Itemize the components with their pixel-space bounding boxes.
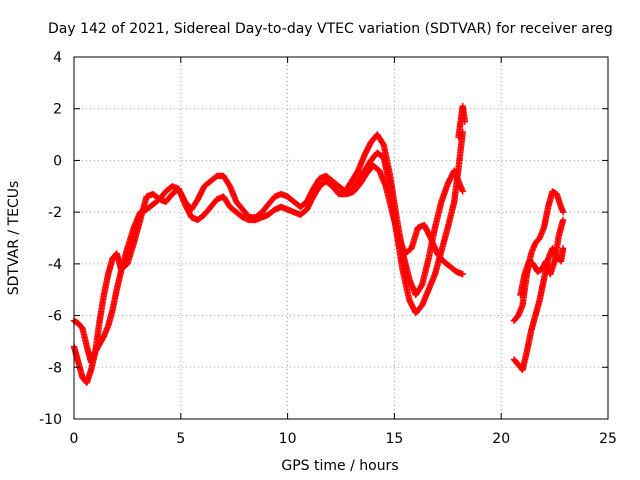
x-tick-label: 20 — [492, 431, 510, 447]
y-tick-label: 0 — [53, 153, 62, 169]
y-tick-label: 4 — [53, 50, 62, 66]
plot-frame — [73, 56, 609, 420]
x-tick-label: 25 — [599, 431, 617, 447]
x-tick-label: 5 — [176, 431, 185, 447]
x-tick-label: 10 — [279, 431, 297, 447]
chart-title: Day 142 of 2021, Sidereal Day-to-day VTE… — [48, 21, 613, 37]
data-point-marker — [459, 188, 466, 195]
series-3 — [344, 162, 466, 278]
x-tick-label: 15 — [385, 431, 403, 447]
y-tick-label: -6 — [48, 309, 62, 325]
y-tick-label: -8 — [48, 360, 62, 376]
x-axis-label: GPS time / hours — [281, 458, 398, 474]
axis-ticks — [73, 56, 609, 420]
x-tick-labels: 0 5 10 15 20 25 — [70, 431, 617, 447]
data-point-marker — [559, 245, 567, 252]
y-tick-label: -4 — [48, 257, 62, 273]
y-tick-label: -2 — [48, 205, 62, 221]
y-tick-label: 2 — [53, 102, 62, 118]
data-marks — [70, 102, 567, 386]
series-4 — [455, 102, 469, 141]
data-point-marker — [459, 271, 466, 278]
data-point-marker — [559, 208, 567, 216]
grid-lines — [74, 57, 608, 419]
data-point-marker — [379, 140, 387, 147]
data-point-marker — [559, 216, 567, 224]
series-7 — [517, 216, 567, 299]
x-tick-label: 0 — [70, 431, 79, 447]
data-point-marker — [461, 118, 469, 125]
y-tick-labels: -10 -8 -6 -4 -2 0 2 4 — [39, 50, 62, 428]
y-tick-label: -10 — [39, 412, 62, 428]
y-axis-label: SDTVAR / TECUs — [6, 181, 22, 296]
